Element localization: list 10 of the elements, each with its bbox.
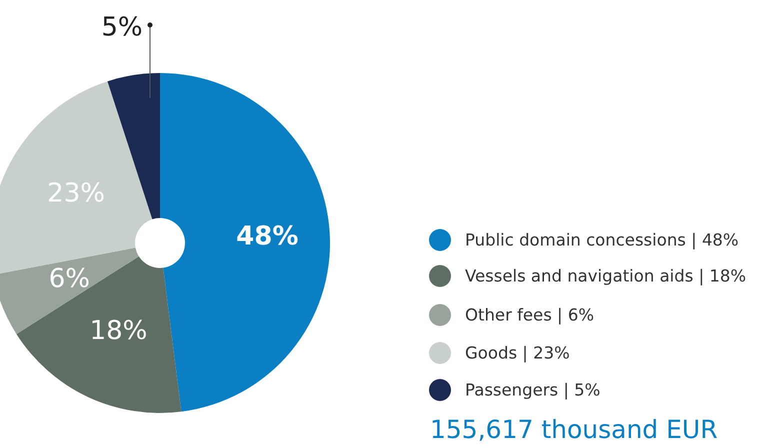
legend-label: Public domain concessions | 48% <box>465 230 739 250</box>
data-label: 6% <box>48 264 90 294</box>
data-label: 18% <box>90 316 148 346</box>
data-label: 48% <box>236 221 298 252</box>
legend-label: Passengers | 5% <box>465 380 600 400</box>
text: 155,617 thousand EUR <box>430 415 718 444</box>
legend-label: Other fees | 6% <box>465 306 594 324</box>
legend-label: Vessels and navigation aids | 18% <box>465 266 746 286</box>
data-label: 5% <box>101 12 143 43</box>
legend-label: Goods | 23% <box>465 344 570 362</box>
